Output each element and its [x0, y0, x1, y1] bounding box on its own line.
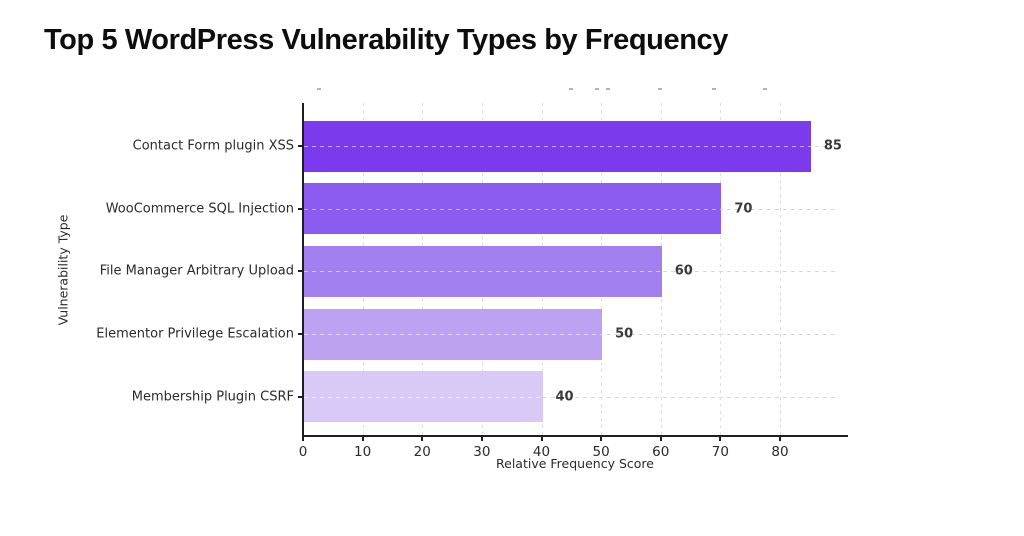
cropped-text-artifact	[712, 88, 716, 90]
y-axis-category-label: File Manager Arbitrary Upload	[99, 263, 294, 279]
grid-line-vertical	[720, 103, 722, 435]
x-axis-tick-mark	[361, 436, 364, 441]
x-axis-tick-label: 30	[473, 444, 491, 460]
y-axis-category-label: WooCommerce SQL Injection	[105, 201, 294, 217]
chart-title: Top 5 WordPress Vulnerability Types by F…	[44, 24, 728, 56]
x-axis-tick-label: 40	[532, 444, 551, 460]
x-axis-tick-label: 60	[652, 444, 670, 460]
x-axis-tick-mark	[540, 436, 543, 441]
x-axis-tick-mark	[779, 436, 781, 441]
bar-value-label: 50	[615, 326, 634, 342]
grid-line-horizontal	[303, 396, 836, 398]
y-axis-tick-mark	[298, 270, 303, 273]
x-axis-tick-label: 20	[413, 444, 431, 460]
cropped-text-artifact	[595, 88, 599, 90]
x-axis-tick-mark	[659, 436, 662, 441]
bar-value-label: 40	[555, 389, 574, 405]
x-axis-tick-mark	[421, 436, 424, 441]
y-axis-spine	[302, 103, 304, 437]
x-axis-tick-label: 10	[354, 444, 372, 460]
x-axis-tick-mark	[600, 436, 603, 441]
x-axis-spine	[302, 435, 848, 437]
bar-value-label: 60	[674, 263, 693, 279]
x-axis-tick-label: 70	[711, 444, 729, 460]
cropped-text-artifact	[606, 88, 610, 90]
y-axis-category-label: Elementor Privilege Escalation	[96, 326, 294, 342]
grid-line-horizontal-overlay	[304, 396, 543, 398]
cropped-text-artifact	[763, 88, 767, 90]
x-axis-tick-mark	[302, 436, 304, 441]
x-axis-tick-label: 50	[592, 444, 610, 460]
bar-value-label: 85	[823, 138, 842, 154]
x-axis-tick-label: 0	[298, 444, 308, 460]
y-axis-tick-mark	[298, 333, 303, 336]
y-axis-category-label: Contact Form plugin XSS	[132, 138, 294, 154]
grid-line-vertical	[780, 103, 781, 435]
y-axis-tick-mark	[298, 145, 303, 147]
grid-line-horizontal-overlay	[304, 208, 722, 210]
cropped-text-artifact	[658, 88, 662, 90]
x-axis-tick-mark	[480, 436, 483, 441]
x-axis-tick-mark	[719, 436, 722, 441]
grid-line-horizontal-overlay	[304, 271, 662, 273]
y-axis-tick-mark	[298, 395, 303, 398]
cropped-text-artifact	[317, 88, 321, 90]
grid-line-horizontal-overlay	[304, 146, 811, 147]
y-axis-category-label: Membership Plugin CSRF	[131, 389, 294, 405]
bar-value-label: 70	[734, 201, 753, 217]
y-axis-tick-mark	[298, 207, 303, 210]
x-axis-tick-label: 80	[771, 444, 789, 460]
y-axis-title: Vulnerability Type	[55, 214, 71, 326]
grid-line-horizontal-overlay	[304, 334, 603, 336]
cropped-text-artifact	[569, 88, 573, 90]
x-axis-title: Relative Frequency Score	[496, 456, 654, 471]
